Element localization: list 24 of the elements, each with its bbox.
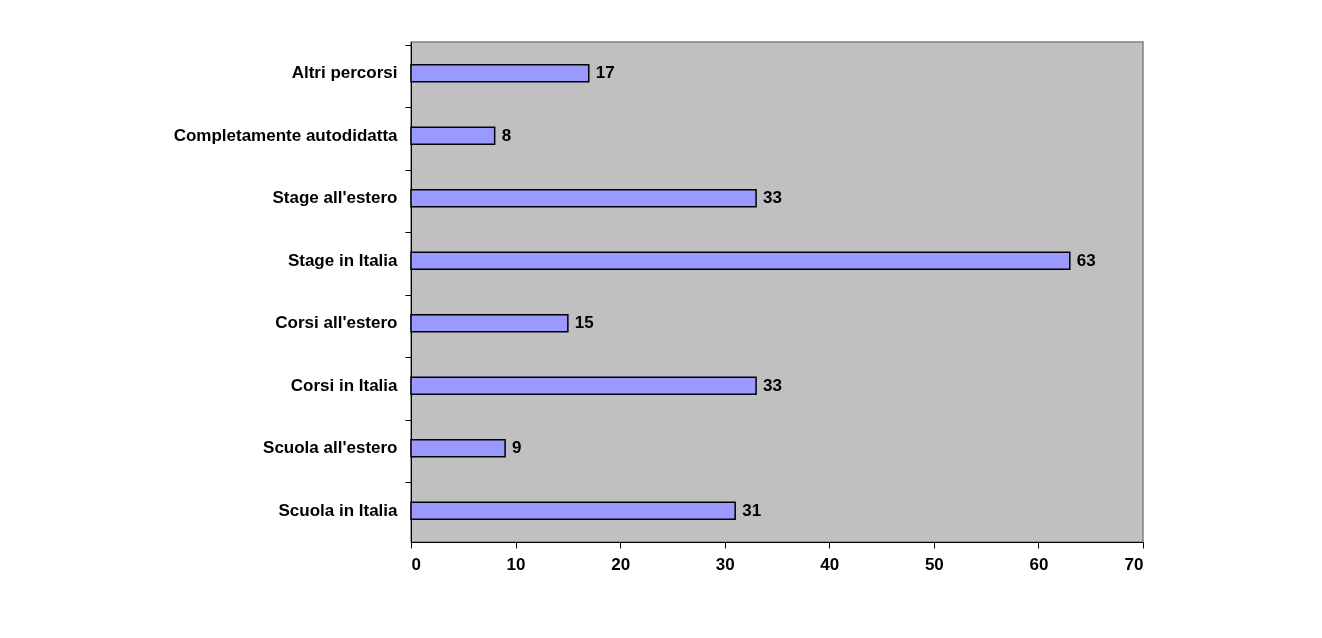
data-label: 17 (595, 63, 615, 83)
x-tick-label: 40 (820, 554, 840, 574)
y-tick-label: Stage all'estero (272, 188, 398, 208)
data-label: 9 (512, 438, 522, 458)
y-tick-label: Completamente autodidatta (173, 125, 399, 145)
y-tick-label: Stage in Italia (287, 250, 399, 270)
data-label: 8 (501, 125, 512, 145)
x-tick-label: 10 (506, 554, 526, 574)
y-tick-label: Altri percorsi (291, 63, 398, 83)
y-tick-label: Scuola in Italia (278, 500, 399, 520)
data-label: 31 (742, 500, 762, 520)
data-label: 33 (763, 375, 783, 395)
data-label: 15 (574, 313, 594, 333)
x-tick-label: 0 (411, 554, 421, 574)
x-tick-label: 60 (1029, 554, 1049, 574)
y-tick-label: Corsi in Italia (290, 375, 399, 395)
y-tick-label: Corsi all'estero (275, 313, 398, 333)
x-tick-label: 50 (924, 554, 944, 574)
x-tick-label: 70 (1124, 554, 1144, 574)
data-label: 63 (1076, 250, 1096, 270)
x-tick-label: 20 (611, 554, 631, 574)
data-label: 33 (763, 188, 783, 208)
y-tick-label: Scuola all'estero (263, 438, 398, 458)
x-tick-label: 30 (715, 554, 735, 574)
